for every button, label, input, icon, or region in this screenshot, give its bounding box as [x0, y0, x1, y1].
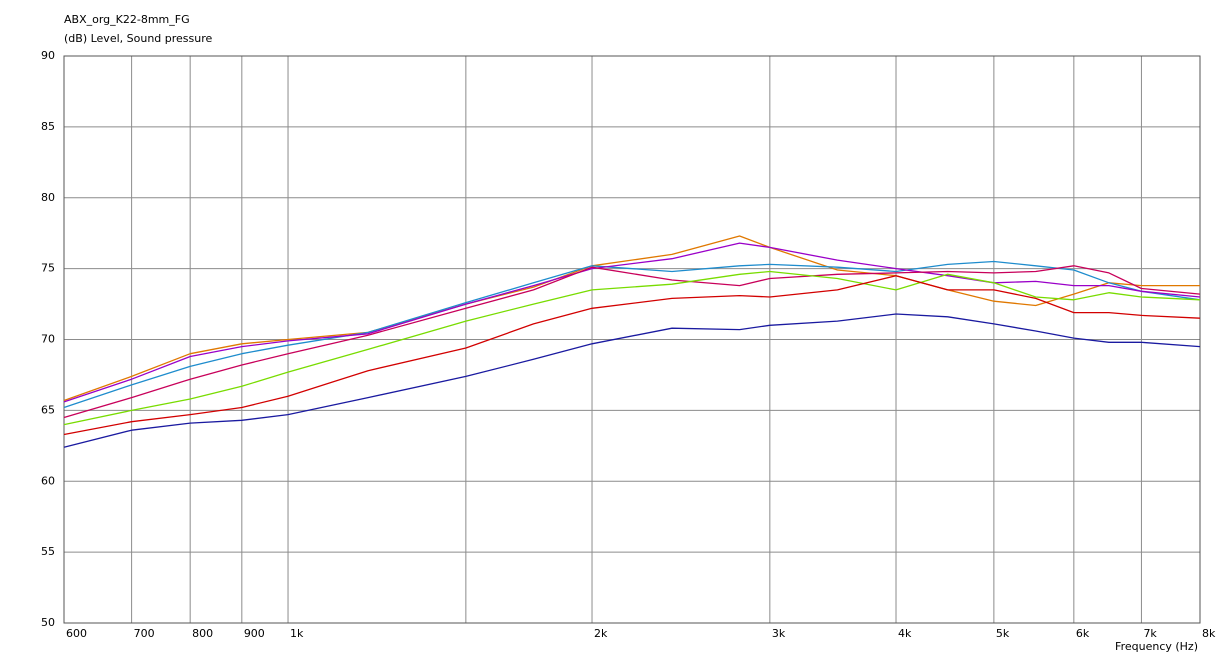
x-tick-label: 6k	[1076, 627, 1090, 640]
y-tick-label: 60	[41, 474, 55, 487]
response-curve	[63, 270, 1201, 426]
y-axis-label: (dB) Level, Sound pressure	[64, 32, 213, 45]
response-curve	[63, 265, 1201, 419]
y-tick-label: 85	[41, 120, 55, 133]
x-axis-label: Frequency (Hz)	[1115, 640, 1198, 653]
y-tick-label: 70	[41, 333, 55, 346]
response-curve	[63, 260, 1201, 409]
x-tick-label: 600	[66, 627, 87, 640]
x-tick-label: 4k	[898, 627, 912, 640]
x-tick-label: 7k	[1143, 627, 1157, 640]
y-tick-label: 80	[41, 191, 55, 204]
y-tick-label: 90	[41, 49, 55, 62]
x-tick-label: 8k	[1202, 627, 1216, 640]
plot-frame	[63, 55, 1201, 624]
y-tick-label: 65	[41, 403, 55, 416]
y-tick-label: 75	[41, 262, 55, 275]
x-tick-label: 5k	[996, 627, 1010, 640]
chart-title: ABX_org_K22-8mm_FG	[64, 13, 190, 26]
y-tick-label: 55	[41, 545, 55, 558]
x-tick-label: 3k	[772, 627, 786, 640]
x-tick-label: 2k	[594, 627, 608, 640]
y-tick-label: 50	[41, 616, 55, 629]
x-tick-label: 700	[134, 627, 155, 640]
response-curve	[63, 242, 1201, 403]
response-curve	[63, 275, 1201, 436]
x-tick-label: 800	[192, 627, 213, 640]
x-tick-label: 900	[244, 627, 265, 640]
x-tick-label: 1k	[290, 627, 304, 640]
response-curve	[63, 313, 1201, 448]
response-curve	[63, 235, 1200, 402]
